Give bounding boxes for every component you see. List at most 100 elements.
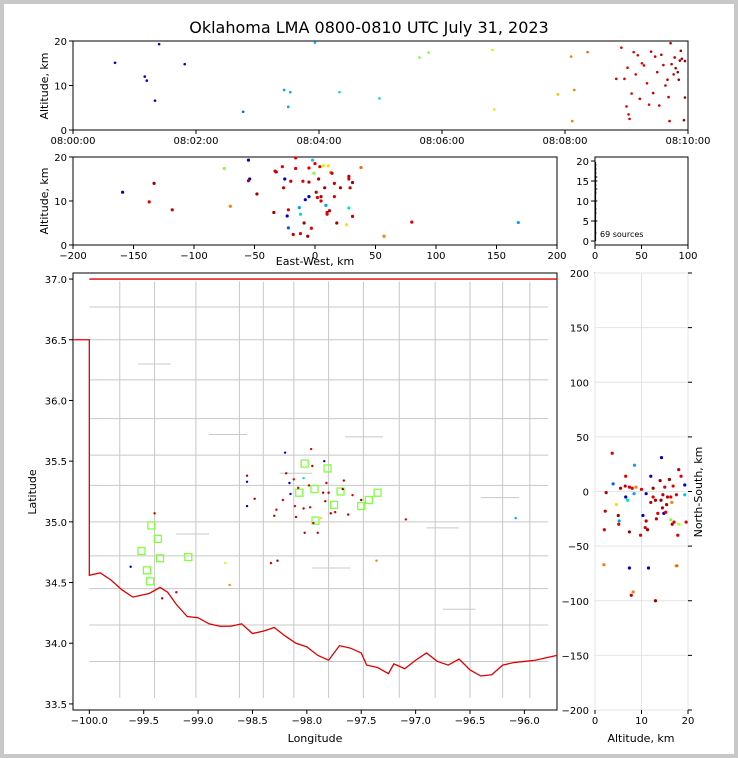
source-point — [282, 88, 286, 92]
xtick-label: 50 — [369, 251, 382, 262]
source-point — [624, 474, 628, 478]
xtick-label: −99.0 — [183, 716, 214, 727]
source-point — [253, 497, 256, 500]
source-point — [246, 158, 251, 162]
ytick-label: 50 — [576, 433, 589, 444]
source-point — [255, 192, 259, 196]
source-point — [283, 177, 287, 181]
source-point — [602, 563, 606, 567]
source-point — [653, 498, 658, 502]
ytick-label: 150 — [570, 324, 589, 335]
source-point — [651, 495, 655, 499]
source-point — [338, 186, 343, 190]
state-border — [73, 339, 558, 677]
source-point — [669, 41, 672, 45]
source-point — [294, 515, 298, 519]
northsouth-altitude-xlabel: Altitude, km — [607, 732, 674, 745]
ytick-label: 10 — [54, 82, 67, 93]
source-point — [308, 506, 312, 509]
xtick-label: −98.5 — [237, 716, 268, 727]
source-point — [611, 482, 615, 486]
xtick-label: 08:04:00 — [297, 136, 342, 147]
source-point — [682, 118, 686, 122]
altitude-time-panel: Altitude, km 08:00:00 08:02:00 08:04:00 08:… — [38, 37, 710, 147]
source-point — [679, 474, 683, 478]
source-point — [245, 504, 249, 508]
source-point — [330, 171, 334, 175]
source-point — [660, 506, 665, 510]
figure-title: Oklahoma LMA 0800-0810 UTC July 31, 2023 — [189, 18, 548, 37]
lma-station — [311, 516, 320, 525]
source-point — [623, 484, 627, 488]
source-point — [347, 177, 351, 181]
source-point — [644, 492, 648, 496]
xtick-label: 08:08:00 — [543, 136, 588, 147]
source-point — [323, 459, 326, 463]
source-point — [667, 477, 672, 482]
source-point — [644, 519, 648, 523]
source-point — [651, 486, 655, 490]
source-point — [327, 491, 330, 494]
source-point — [153, 512, 156, 515]
source-point — [665, 503, 669, 507]
xtick-label: −97.0 — [400, 716, 431, 727]
lma-station — [300, 459, 309, 468]
source-point — [302, 507, 305, 510]
source-point — [286, 226, 290, 230]
source-point — [298, 231, 303, 236]
source-point — [670, 62, 673, 66]
source-point — [616, 513, 620, 518]
ytick-label: 20 — [54, 153, 67, 164]
xtick-label: −100 — [180, 251, 207, 262]
ytick-label: 0 — [583, 488, 589, 499]
source-point — [245, 480, 249, 483]
source-point — [570, 119, 574, 123]
xtick-label: −98.0 — [292, 716, 323, 727]
source-point — [347, 206, 351, 210]
source-point — [292, 478, 295, 481]
ytick-label: 35.0 — [45, 518, 67, 529]
source-point — [309, 226, 313, 230]
xtick-label: 0 — [312, 251, 318, 262]
source-point — [293, 504, 297, 508]
source-point — [276, 559, 279, 562]
source-point — [375, 559, 378, 562]
source-point — [153, 99, 157, 102]
source-point — [514, 517, 517, 520]
source-point — [350, 214, 355, 218]
altitude-eastwest-ylabel: Altitude, km — [38, 167, 51, 234]
source-point — [663, 485, 667, 489]
source-point — [672, 520, 676, 524]
source-point — [312, 171, 316, 175]
ytick-label: 20 — [576, 157, 589, 168]
source-point — [346, 513, 350, 516]
source-point — [673, 56, 676, 59]
lma-station — [336, 487, 345, 496]
ytick-label: 15 — [576, 177, 589, 188]
xtick-label: 08:06:00 — [420, 136, 465, 147]
source-point — [410, 220, 414, 224]
source-point — [666, 78, 669, 82]
source-point — [309, 447, 313, 451]
source-point — [634, 73, 638, 76]
source-point — [603, 509, 607, 513]
source-point — [404, 518, 408, 521]
source-point — [275, 508, 278, 511]
source-point — [342, 479, 346, 482]
lma-station — [147, 521, 156, 530]
source-point — [664, 84, 667, 87]
source-point — [319, 199, 323, 203]
xtick-label: −150 — [120, 251, 147, 262]
source-point — [170, 208, 174, 212]
source-point — [113, 61, 117, 65]
source-point — [313, 162, 317, 166]
source-point — [649, 500, 653, 505]
xtick-label: −99.5 — [128, 716, 159, 727]
ytick-label: −100 — [562, 597, 589, 608]
source-point — [676, 533, 680, 537]
source-point — [280, 165, 284, 169]
altitude-histogram-panel: 69 sources 0 50 100 0 5 10 15 20 — [576, 156, 698, 262]
source-point — [618, 486, 623, 490]
source-point — [301, 179, 305, 183]
source-point — [674, 493, 678, 497]
